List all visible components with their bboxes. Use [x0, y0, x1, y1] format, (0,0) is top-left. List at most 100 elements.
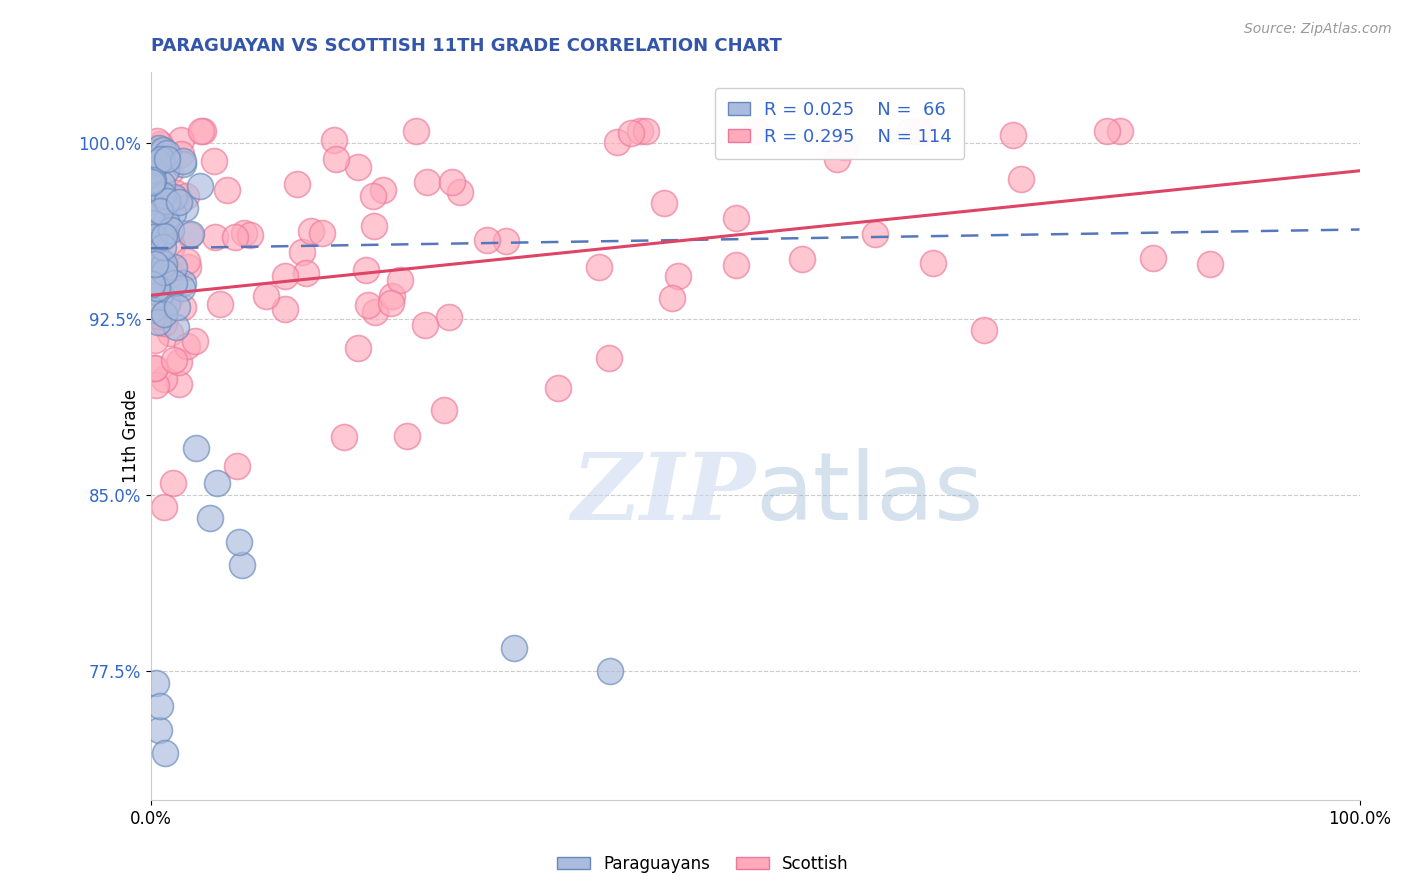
Point	[285, 177, 308, 191]
Text: ZIP: ZIP	[571, 450, 755, 540]
Point	[628, 124, 651, 138]
Point	[145, 675, 167, 690]
Point	[228, 534, 250, 549]
Point	[1109, 124, 1132, 138]
Point	[150, 230, 173, 244]
Point	[905, 124, 928, 138]
Point	[177, 260, 200, 274]
Point	[502, 640, 524, 655]
Point	[202, 154, 225, 169]
Point	[145, 201, 167, 215]
Point	[141, 303, 163, 318]
Point	[145, 378, 167, 392]
Point	[172, 156, 194, 170]
Point	[495, 234, 517, 248]
Point	[149, 699, 172, 714]
Point	[152, 229, 174, 244]
Point	[416, 175, 439, 189]
Point	[167, 195, 190, 210]
Point	[180, 227, 202, 241]
Point	[354, 262, 377, 277]
Point	[160, 266, 183, 280]
Point	[142, 145, 165, 159]
Point	[146, 154, 169, 169]
Point	[172, 276, 194, 290]
Point	[142, 281, 165, 295]
Point	[172, 281, 194, 295]
Point	[163, 276, 186, 290]
Point	[166, 300, 188, 314]
Point	[910, 124, 932, 138]
Point	[163, 190, 186, 204]
Point	[191, 124, 214, 138]
Point	[174, 201, 197, 215]
Legend: Paraguayans, Scottish: Paraguayans, Scottish	[550, 848, 856, 880]
Point	[142, 216, 165, 230]
Point	[209, 297, 232, 311]
Point	[973, 323, 995, 337]
Point	[170, 147, 193, 161]
Point	[357, 298, 380, 312]
Point	[159, 326, 181, 341]
Point	[666, 269, 689, 284]
Point	[146, 281, 169, 295]
Point	[153, 228, 176, 243]
Point	[160, 238, 183, 252]
Point	[141, 175, 163, 189]
Point	[141, 277, 163, 292]
Point	[790, 252, 813, 267]
Point	[145, 134, 167, 148]
Point	[156, 194, 179, 208]
Point	[165, 186, 187, 200]
Point	[215, 183, 238, 197]
Point	[636, 124, 658, 138]
Point	[363, 219, 385, 233]
Point	[475, 233, 498, 247]
Point	[150, 152, 173, 166]
Point	[172, 300, 194, 314]
Point	[142, 141, 165, 155]
Point	[142, 361, 165, 376]
Point	[149, 254, 172, 268]
Point	[155, 151, 177, 165]
Y-axis label: 11th Grade: 11th Grade	[122, 389, 139, 483]
Point	[153, 257, 176, 271]
Point	[142, 173, 165, 187]
Point	[233, 226, 256, 240]
Point	[152, 307, 174, 321]
Point	[153, 317, 176, 331]
Point	[834, 140, 856, 154]
Point	[290, 244, 312, 259]
Point	[142, 202, 165, 216]
Point	[152, 240, 174, 254]
Point	[153, 372, 176, 386]
Point	[381, 289, 404, 303]
Point	[389, 273, 412, 287]
Point	[141, 168, 163, 182]
Point	[162, 205, 184, 219]
Point	[433, 403, 456, 417]
Point	[141, 268, 163, 282]
Point	[179, 227, 201, 242]
Point	[325, 153, 347, 167]
Point	[155, 214, 177, 228]
Point	[724, 258, 747, 272]
Point	[165, 191, 187, 205]
Point	[405, 124, 427, 138]
Point	[142, 301, 165, 315]
Point	[159, 164, 181, 178]
Point	[141, 279, 163, 293]
Point	[162, 476, 184, 491]
Point	[380, 295, 402, 310]
Point	[323, 133, 346, 147]
Point	[176, 339, 198, 353]
Point	[149, 145, 172, 160]
Point	[141, 227, 163, 241]
Point	[745, 124, 768, 138]
Point	[333, 430, 356, 444]
Point	[153, 746, 176, 760]
Point	[163, 353, 186, 368]
Point	[825, 152, 848, 166]
Point	[224, 229, 246, 244]
Point	[254, 289, 277, 303]
